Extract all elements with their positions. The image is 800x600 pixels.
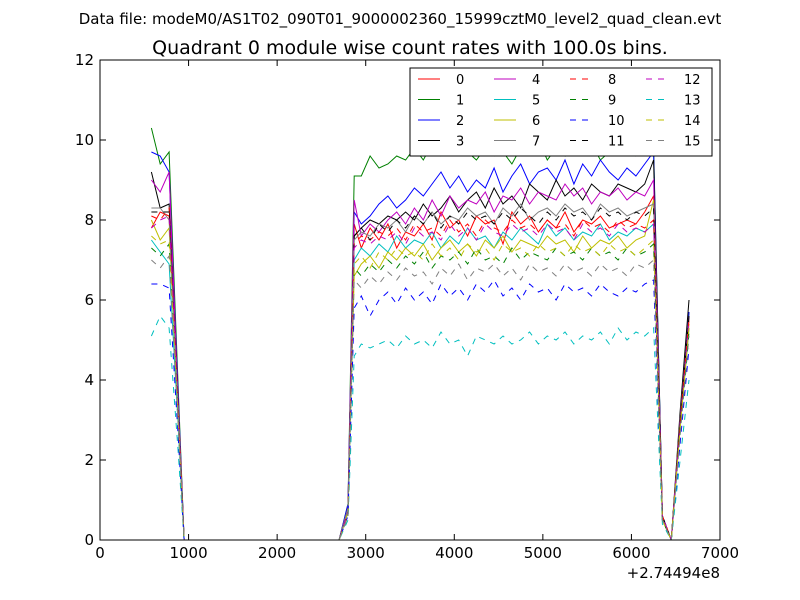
legend-label-1: 1 (456, 94, 464, 109)
series-line-13 (150, 315, 690, 540)
series-line-12 (151, 215, 690, 540)
x-tick-label: 0 (95, 544, 105, 562)
y-tick-label: 4 (84, 371, 94, 389)
legend-label-10: 10 (608, 114, 625, 129)
legend-label-9: 9 (608, 94, 616, 109)
series-line-1 (150, 127, 690, 540)
legend-label-0: 0 (456, 73, 464, 88)
series-line-9 (151, 242, 690, 540)
x-tick-label: 2000 (258, 544, 296, 562)
suptitle: Data file: modeM0/AS1T02_090T01_90000023… (79, 10, 722, 29)
x-offset-label: +2.74494e8 (627, 564, 720, 582)
legend-label-2: 2 (456, 114, 464, 129)
x-tick-label: 5000 (524, 544, 562, 562)
legend-label-3: 3 (456, 135, 464, 150)
legend-label-8: 8 (608, 73, 616, 88)
series-line-8 (151, 206, 690, 540)
series-line-6 (150, 199, 690, 540)
legend-label-5: 5 (532, 94, 540, 109)
legend-label-7: 7 (532, 135, 540, 150)
legend-label-14: 14 (684, 114, 701, 129)
x-tick-label: 6000 (612, 544, 650, 562)
legend-label-11: 11 (608, 135, 625, 150)
legend-label-4: 4 (532, 73, 540, 88)
x-tick-label: 3000 (347, 544, 385, 562)
series-line-7 (151, 203, 690, 540)
legend-label-15: 15 (684, 135, 701, 150)
legend-label-13: 13 (684, 94, 701, 109)
y-tick-label: 0 (84, 531, 94, 549)
x-tick-label: 1000 (169, 544, 207, 562)
y-tick-label: 6 (84, 291, 94, 309)
y-tick-label: 8 (84, 211, 94, 229)
x-tick-label: 7000 (701, 544, 739, 562)
legend-label-6: 6 (532, 114, 540, 129)
series-layer (150, 127, 690, 540)
y-tick-label: 2 (84, 451, 94, 469)
series-line-15 (151, 254, 690, 540)
y-tick-label: 10 (75, 131, 94, 149)
y-tick-label: 12 (75, 51, 94, 69)
series-line-3 (150, 159, 690, 540)
chart-title: Quadrant 0 module wise count rates with … (152, 37, 668, 59)
series-line-10 (151, 279, 690, 540)
legend-box (409, 67, 713, 157)
series-line-4 (150, 171, 690, 540)
series-line-14 (151, 235, 690, 540)
series-line-5 (150, 222, 690, 540)
legend-label-12: 12 (684, 73, 701, 88)
x-tick-label: 4000 (435, 544, 473, 562)
